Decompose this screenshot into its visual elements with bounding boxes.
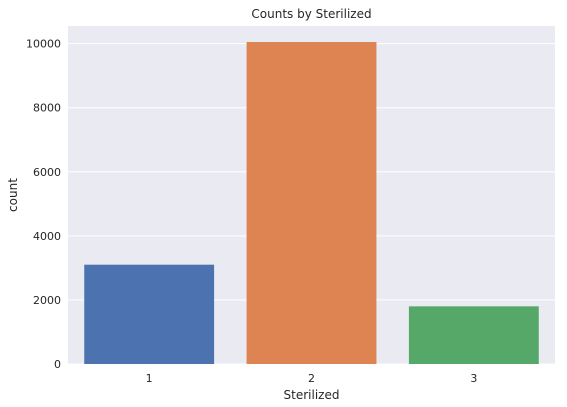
y-tick-label: 4000	[33, 230, 61, 243]
bar-3	[408, 306, 539, 364]
x-tick-label: 2	[308, 372, 315, 385]
y-axis-label: count	[6, 178, 20, 212]
bars	[84, 42, 539, 365]
x-tick-label: 1	[146, 372, 153, 385]
x-tick-labels: 1 2 3	[146, 372, 478, 385]
bar-2	[246, 42, 377, 365]
y-tick-label: 6000	[33, 166, 61, 179]
x-axis-label: Sterilized	[284, 388, 340, 402]
y-tick-label: 2000	[33, 294, 61, 307]
bar-1	[84, 264, 215, 364]
y-tick-labels: 0 2000 4000 6000 8000 10000	[26, 38, 61, 371]
y-tick-label: 8000	[33, 102, 61, 115]
x-tick-label: 3	[470, 372, 477, 385]
y-tick-label: 10000	[26, 38, 61, 51]
y-tick-label: 0	[54, 358, 61, 371]
chart-title: Counts by Sterilized	[251, 7, 371, 21]
